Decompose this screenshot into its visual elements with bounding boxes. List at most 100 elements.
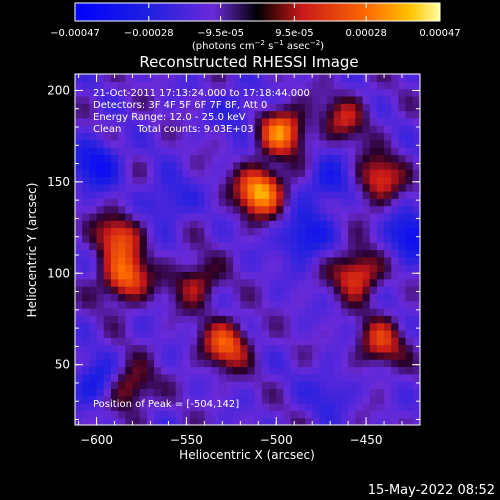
heatmap-cell [240, 308, 249, 316]
heatmap-cell [348, 278, 356, 287]
heatmap-cell [161, 154, 170, 163]
heatmap-cell [305, 227, 313, 236]
heatmap-cell [96, 74, 105, 82]
heatmap-cell [319, 329, 328, 338]
heatmap-cell [269, 410, 277, 419]
heatmap-cell [125, 198, 134, 207]
heatmap-cell [412, 286, 420, 294]
heatmap-cell [247, 212, 256, 221]
heatmap-cell [118, 205, 126, 214]
heatmap-cell [218, 249, 227, 258]
heatmap-cell [139, 271, 148, 280]
heatmap-cell [348, 337, 356, 346]
heatmap-cell [412, 169, 420, 177]
heatmap-cell [348, 410, 356, 419]
heatmap-cell [369, 308, 378, 316]
heatmap-cell [218, 242, 227, 251]
heatmap-cell [312, 117, 320, 126]
heatmap-cell [348, 154, 356, 163]
heatmap-cell [168, 139, 177, 148]
heatmap-cell [175, 410, 184, 419]
heatmap-cell [204, 308, 213, 316]
heatmap-cell [175, 300, 184, 309]
heatmap-cell [75, 337, 83, 346]
heatmap-cell [182, 344, 191, 353]
heatmap-cell [218, 139, 227, 148]
heatmap-cell [110, 337, 119, 346]
heatmap-cell [297, 110, 306, 119]
heatmap-cell [139, 95, 148, 104]
heatmap-cell [96, 242, 105, 251]
heatmap-cell [391, 322, 400, 331]
heatmap-cell [118, 191, 126, 199]
heatmap-cell [125, 293, 134, 302]
heatmap-cell [276, 322, 285, 331]
heatmap-cell [369, 337, 378, 346]
heatmap-cell [103, 95, 112, 104]
heatmap-cell [89, 110, 98, 119]
heatmap-cell [384, 183, 392, 192]
heatmap-cell [254, 88, 263, 97]
heatmap-cell [218, 256, 227, 265]
heatmap-cell [276, 169, 285, 177]
heatmap-cell [233, 198, 241, 207]
heatmap-cell [146, 227, 155, 236]
heatmap-cell [75, 183, 83, 192]
heatmap-cell [218, 271, 227, 280]
heatmap-cell [197, 381, 205, 390]
heatmap-cell [247, 249, 256, 258]
heatmap-cell [326, 88, 335, 97]
heatmap-cell [139, 161, 148, 170]
heatmap-cell [348, 117, 356, 126]
heatmap-cell [283, 373, 292, 382]
heatmap-cell [132, 249, 141, 258]
heatmap-cell [405, 154, 414, 163]
heatmap-cell [197, 300, 205, 309]
heatmap-cell [168, 147, 177, 156]
heatmap-cell [82, 366, 90, 375]
heatmap-cell [82, 410, 90, 419]
heatmap-cell [362, 95, 371, 104]
heatmap-cell [269, 125, 277, 134]
heatmap-cell [110, 366, 119, 375]
heatmap-cell [254, 337, 263, 346]
heatmap-cell [132, 198, 141, 207]
heatmap-cell [96, 322, 105, 331]
heatmap-cell [225, 81, 234, 90]
heatmap-cell [261, 286, 270, 294]
heatmap-cell [333, 110, 342, 119]
heatmap-cell [398, 95, 407, 104]
heatmap-cell [118, 381, 126, 390]
heatmap-cell [75, 388, 83, 397]
heatmap-cell [240, 227, 249, 236]
heatmap-cell [110, 198, 119, 207]
heatmap-cell [319, 88, 328, 97]
heatmap-cell [276, 403, 285, 411]
heatmap-cell [355, 205, 364, 214]
heatmap-cell [412, 227, 420, 236]
heatmap-cell [82, 351, 90, 360]
heatmap-cell [218, 212, 227, 221]
heatmap-cell [333, 242, 342, 251]
heatmap-cell [391, 300, 400, 309]
heatmap-cell [405, 74, 414, 82]
heatmap-cell [175, 403, 184, 411]
heatmap-cell [110, 293, 119, 302]
heatmap-cell [96, 88, 105, 97]
heatmap-cell [118, 249, 126, 258]
heatmap-cell [405, 191, 414, 199]
heatmap-cell [305, 74, 313, 82]
heatmap-cell [211, 220, 220, 229]
heatmap-cell [305, 212, 313, 221]
heatmap-cell [269, 198, 277, 207]
heatmap-cell [376, 300, 385, 309]
heatmap-cell [89, 403, 98, 411]
heatmap-cell [182, 88, 191, 97]
heatmap-cell [225, 154, 234, 163]
heatmap-cell [82, 147, 90, 156]
heatmap-cell [110, 227, 119, 236]
heatmap-cell [312, 329, 320, 338]
heatmap-cell [340, 81, 349, 90]
heatmap-cell [204, 395, 213, 404]
heatmap-cell [190, 351, 198, 360]
